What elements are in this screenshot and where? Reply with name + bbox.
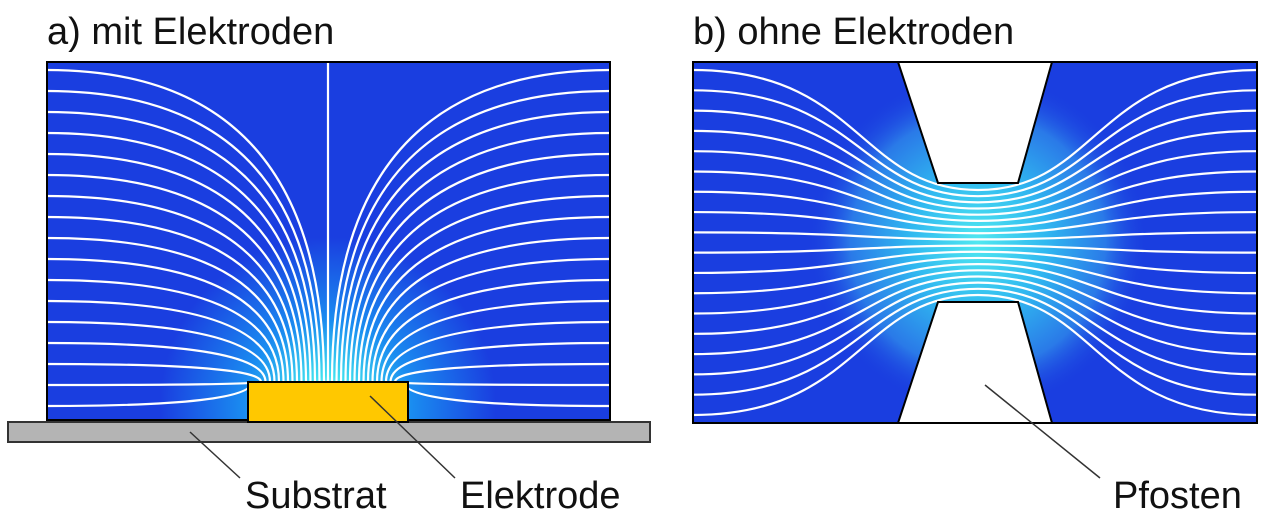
panel-a: Substrat Elektrode [8,62,650,517]
panel-b: Pfosten [693,62,1257,517]
label: Substrat [245,475,387,517]
panel-title: a) mit Elektroden [47,11,334,53]
electrode [248,382,408,422]
label: Elektrode [460,475,621,517]
label: Pfosten [1113,475,1242,517]
substrate [8,422,650,442]
diagram: a) mit Elektroden b) ohne Elektroden Sub… [0,0,1279,518]
panel-title: b) ohne Elektroden [693,11,1014,53]
